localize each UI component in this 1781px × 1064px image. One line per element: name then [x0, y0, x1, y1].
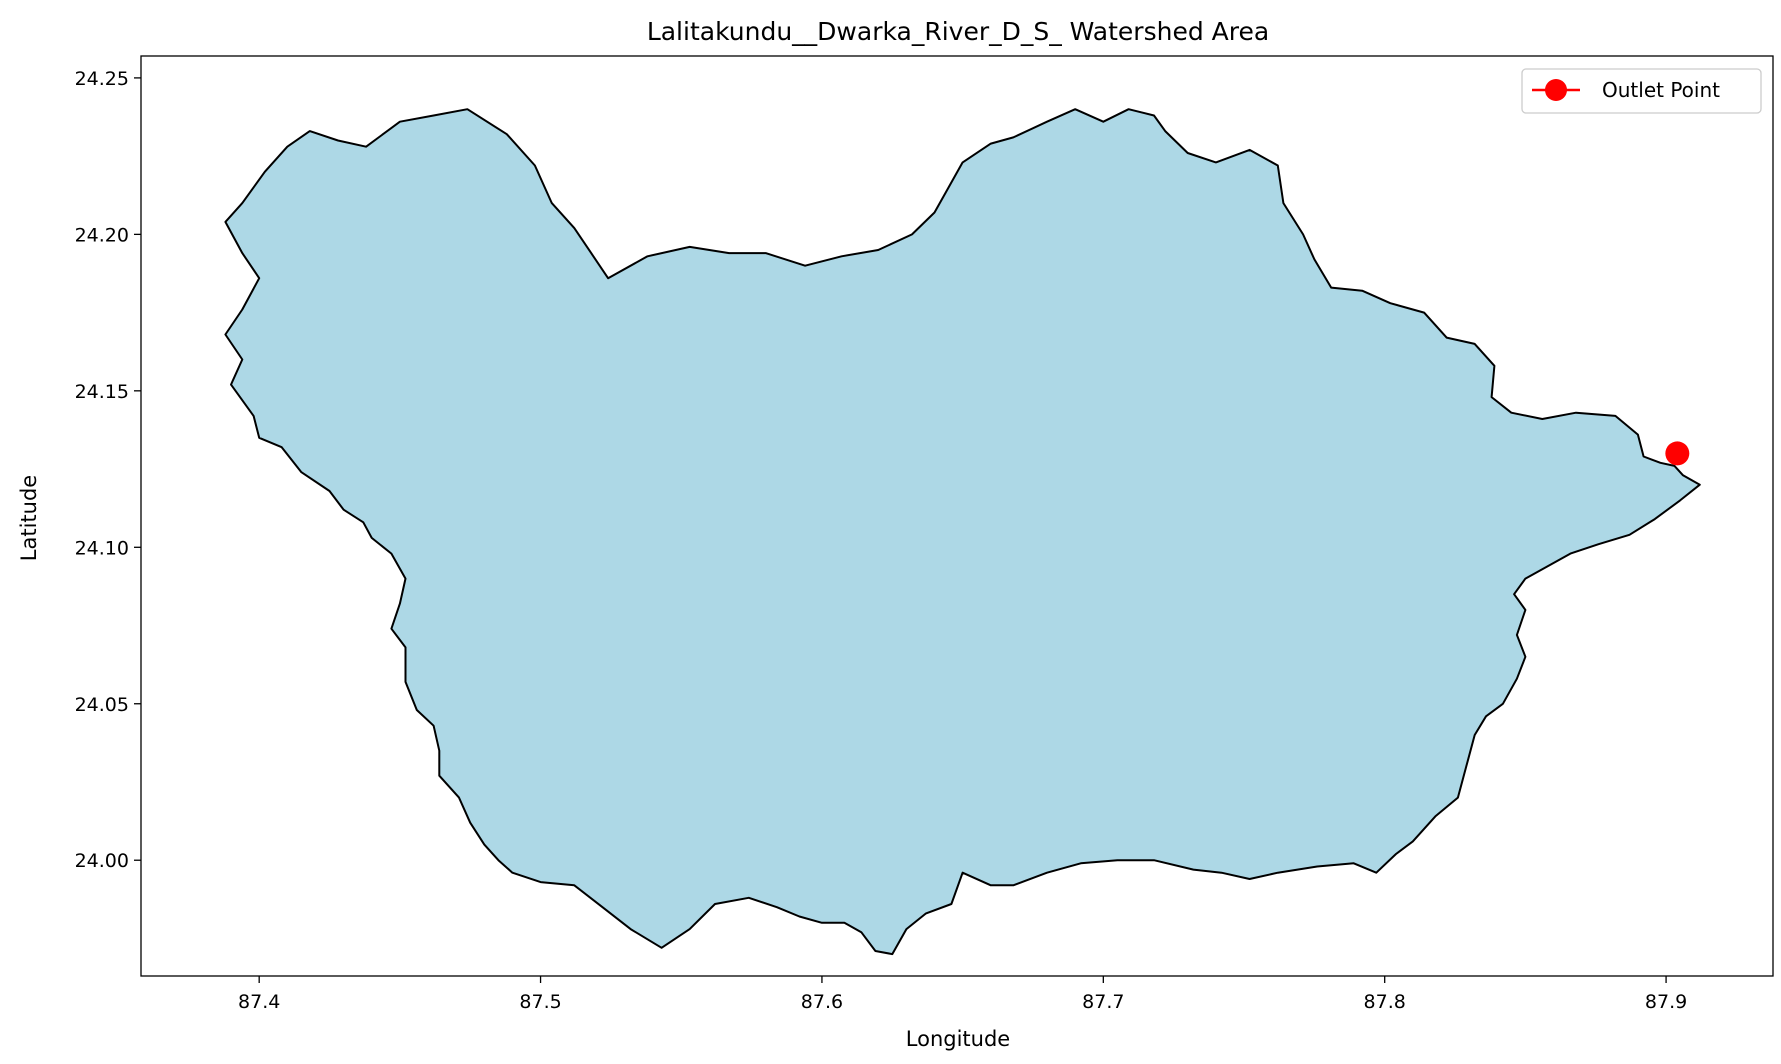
- legend-marker: [1545, 79, 1567, 101]
- x-tick-label: 87.4: [238, 991, 280, 1013]
- y-tick-label: 24.25: [75, 68, 129, 90]
- y-axis-label: Latitude: [17, 475, 41, 561]
- y-axis-ticks: 24.00 24.05 24.10 24.15 24.20 24.25: [75, 68, 141, 872]
- y-tick-label: 24.10: [75, 537, 129, 559]
- x-tick-label: 87.9: [1645, 991, 1687, 1013]
- y-tick-label: 24.05: [75, 694, 129, 716]
- x-tick-label: 87.8: [1364, 991, 1406, 1013]
- outlet-point-marker: [1665, 441, 1690, 466]
- legend: Outlet Point: [1521, 68, 1762, 114]
- x-axis-ticks: 87.4 87.5 87.6 87.7 87.8 87.9: [238, 976, 1687, 1013]
- x-tick-label: 87.5: [519, 991, 561, 1013]
- legend-box: [1521, 68, 1762, 114]
- y-tick-label: 24.15: [75, 381, 129, 403]
- y-tick-label: 24.00: [75, 850, 129, 872]
- plot-area: [140, 55, 1774, 977]
- x-tick-label: 87.7: [1082, 991, 1124, 1013]
- legend-label-outlet-point: Outlet Point: [1602, 78, 1720, 102]
- x-tick-label: 87.6: [801, 991, 843, 1013]
- watershed-polygon: [224, 108, 1701, 956]
- y-tick-label: 24.20: [75, 224, 129, 246]
- x-axis-label: Longitude: [906, 1027, 1010, 1051]
- axes-frame: [140, 55, 1774, 977]
- chart-title: Lalitakundu__Dwarka_River_D_S_ Watershed…: [647, 17, 1269, 46]
